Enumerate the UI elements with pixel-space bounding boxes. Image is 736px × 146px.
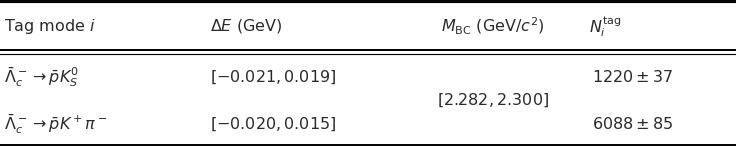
Text: Tag mode $i$: Tag mode $i$ [4, 17, 96, 36]
Text: $[-0.021, 0.019]$: $[-0.021, 0.019]$ [210, 69, 336, 86]
Text: $6088 \pm 85$: $6088 \pm 85$ [592, 116, 673, 132]
Text: $M_{\rm BC}$ (GeV/$c^2$): $M_{\rm BC}$ (GeV/$c^2$) [442, 16, 545, 37]
Text: $\bar{\Lambda}_c^- \to \bar{p}K^+\pi^-$: $\bar{\Lambda}_c^- \to \bar{p}K^+\pi^-$ [4, 112, 107, 136]
Text: $N_i^{\rm tag}$: $N_i^{\rm tag}$ [589, 14, 621, 39]
Text: $[2.282, 2.300]$: $[2.282, 2.300]$ [437, 92, 549, 110]
Text: $\bar{\Lambda}_c^- \to \bar{p}K_S^0$: $\bar{\Lambda}_c^- \to \bar{p}K_S^0$ [4, 66, 79, 89]
Text: $\Delta E$ (GeV): $\Delta E$ (GeV) [210, 17, 282, 35]
Text: $1220 \pm 37$: $1220 \pm 37$ [592, 69, 673, 85]
Text: $[-0.020, 0.015]$: $[-0.020, 0.015]$ [210, 115, 336, 133]
